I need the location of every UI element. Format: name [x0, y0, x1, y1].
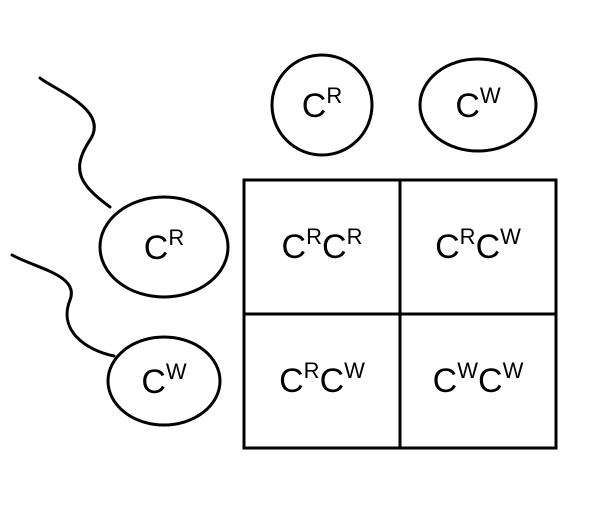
top-col2-sup: W — [480, 83, 501, 108]
cell-r1c2: CRCW — [435, 224, 521, 266]
top-gamete-col2-label: CW — [455, 83, 501, 125]
cell-r1c1-b-sup: R — [347, 224, 363, 249]
cell-r1c2-a-sup: R — [460, 224, 476, 249]
cell-r2c1-b-base: C — [320, 362, 345, 400]
punnett-diagram: CRCR CRCW CRCW CWCW CR CW CR CW — [0, 0, 610, 514]
cell-r2c2-b-sup: W — [503, 358, 524, 383]
cell-r1c2-b-base: C — [476, 228, 501, 266]
top-col1-base: C — [302, 87, 327, 125]
top-col1-sup: R — [326, 83, 342, 108]
left-row1-sup: R — [168, 225, 184, 250]
left-row1-base: C — [144, 229, 169, 267]
cell-r2c2-a-sup: W — [457, 358, 478, 383]
cell-r1c1-a-sup: R — [306, 224, 322, 249]
cell-r2c2: CWCW — [433, 358, 524, 400]
cell-r2c1-a-sup: R — [304, 358, 320, 383]
cell-r2c1-a-base: C — [279, 362, 304, 400]
left-row2-sup: W — [166, 359, 187, 384]
cell-r2c1-b-sup: W — [344, 358, 365, 383]
left-row2-base: C — [141, 363, 166, 401]
cell-r2c1: CRCW — [279, 358, 365, 400]
cell-r1c1: CRCR — [282, 224, 363, 266]
cell-r2c2-b-base: C — [478, 362, 503, 400]
left-gametes: CR CW — [12, 78, 228, 425]
top-gametes: CR CW — [272, 55, 536, 155]
top-col2-base: C — [455, 87, 480, 125]
cell-r1c1-b-base: C — [322, 228, 347, 266]
sperm-tail-row1 — [40, 78, 110, 207]
sperm-tail-row2 — [12, 255, 114, 356]
cell-r1c2-a-base: C — [435, 228, 460, 266]
cell-r1c2-b-sup: W — [500, 224, 521, 249]
cell-r2c2-a-base: C — [433, 362, 458, 400]
top-gamete-col1-label: CR — [302, 83, 342, 125]
punnett-grid: CRCR CRCW CRCW CWCW — [244, 180, 556, 448]
cell-r1c1-a-base: C — [282, 228, 307, 266]
